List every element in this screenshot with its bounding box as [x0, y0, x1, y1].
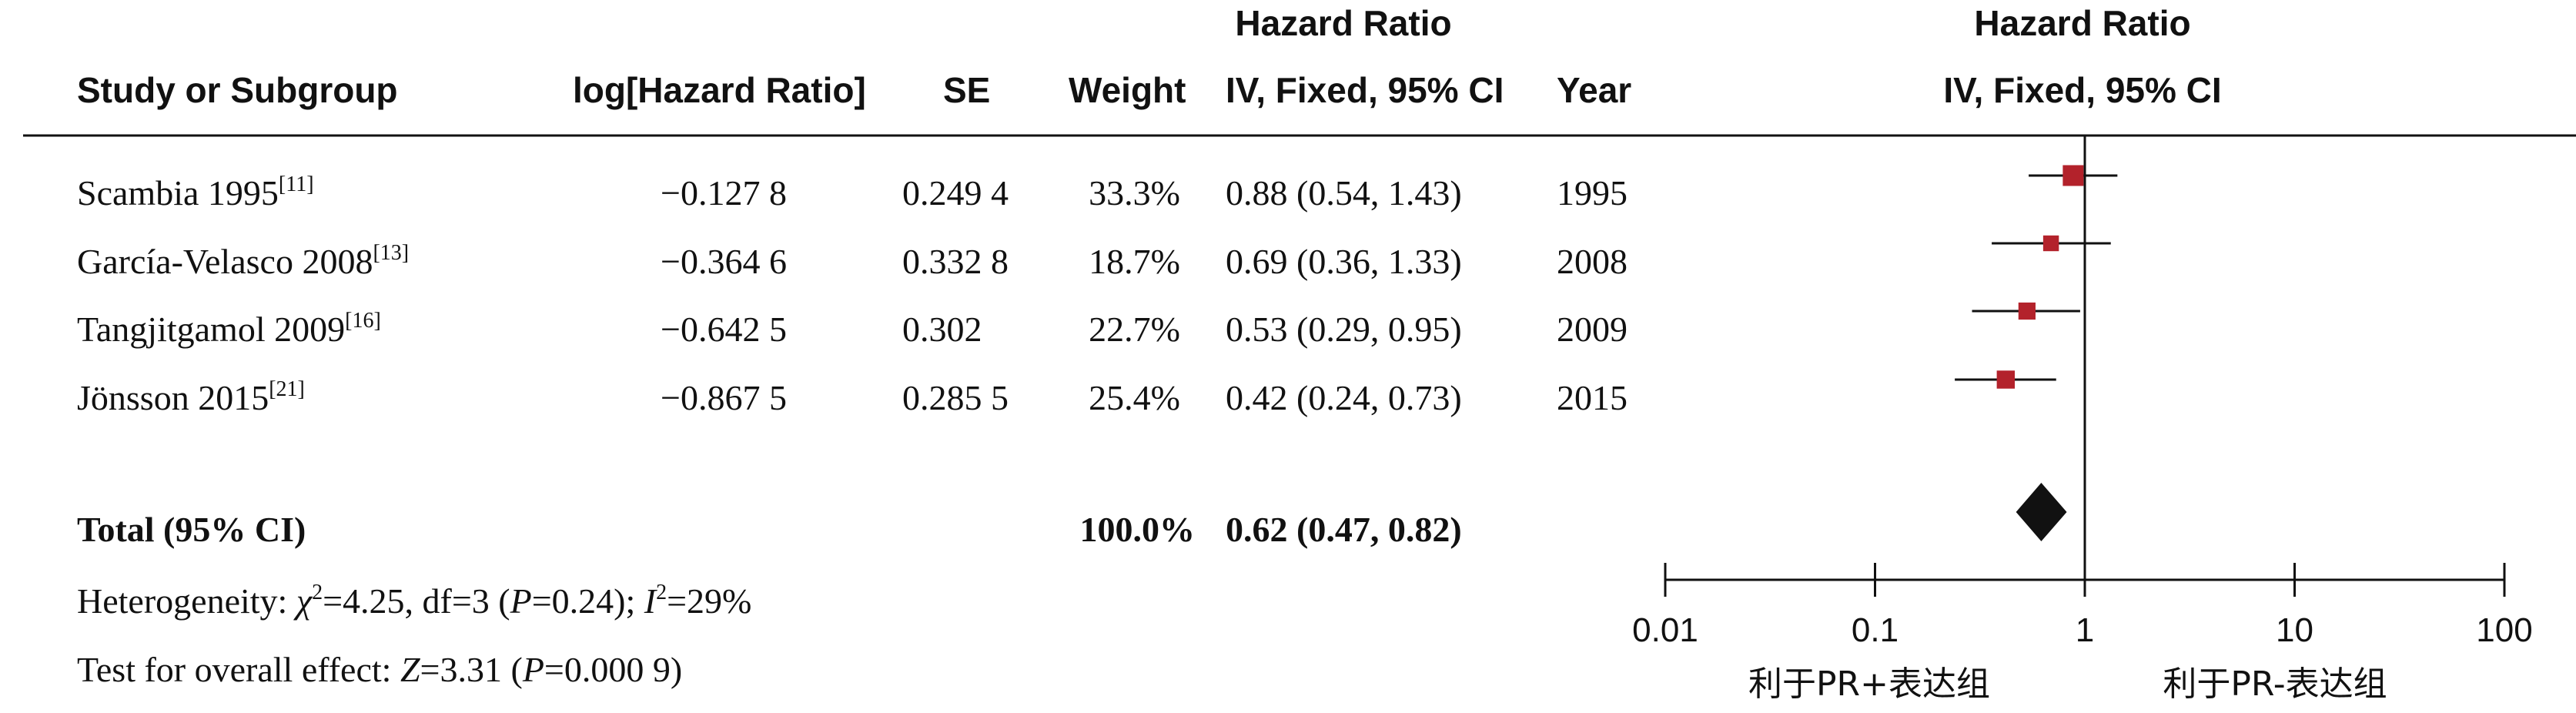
x-axis-tick-label: 0.01	[1632, 611, 1698, 649]
study-weight: 22.7%	[1089, 310, 1180, 349]
study-se: 0.302	[902, 310, 982, 349]
study-row: Tangjitgamol 2009[16] −0.642 5 0.302 22.…	[77, 309, 1628, 349]
forest-plot: 0.01 0.1 1 10 100	[1632, 136, 2533, 649]
x-axis-tick-label: 1	[2076, 611, 2094, 649]
header-plot-ci: IV, Fixed, 95% CI	[1943, 70, 2221, 110]
study-marker	[2042, 235, 2059, 252]
study-year: 2009	[1557, 310, 1628, 349]
header-hr-title: Hazard Ratio	[1235, 3, 1451, 43]
x-axis-tick-label: 100	[2476, 611, 2532, 649]
x-axis-tick-label: 0.1	[1852, 611, 1899, 649]
study-se: 0.285 5	[902, 378, 1009, 417]
header-weight: Weight	[1069, 70, 1186, 110]
study-row: Scambia 1995[11] −0.127 8 0.249 4 33.3% …	[77, 172, 1628, 213]
overall-effect-text: Test for overall effect: Z=3.31 (P=0.000…	[77, 650, 682, 689]
favours-right-label: 利于PR-表达组	[2163, 664, 2387, 704]
study-year: 1995	[1557, 173, 1628, 213]
study-se: 0.249 4	[902, 173, 1009, 213]
study-ci: 0.42 (0.24, 0.73)	[1226, 378, 1462, 417]
study-ci: 0.88 (0.54, 1.43)	[1226, 173, 1462, 213]
header-plot-title: Hazard Ratio	[1974, 3, 2190, 43]
x-axis-tick-label: 10	[2276, 611, 2313, 649]
study-year: 2015	[1557, 378, 1628, 417]
study-marker	[2062, 165, 2084, 186]
header-loghr: log[Hazard Ratio]	[573, 70, 866, 110]
total-ci: 0.62 (0.47, 0.82)	[1226, 510, 1462, 549]
study-loghr: −0.867 5	[661, 378, 787, 417]
study-row: García-Velasco 2008[13] −0.364 6 0.332 8…	[77, 241, 1628, 281]
study-se: 0.332 8	[902, 242, 1009, 281]
study-ci: 0.69 (0.36, 1.33)	[1226, 242, 1462, 281]
favours-left-label: 利于PR+表达组	[1748, 664, 1990, 704]
study-name: Jönsson 2015[21]	[77, 377, 305, 417]
study-weight: 18.7%	[1089, 242, 1180, 281]
header-se: SE	[943, 70, 990, 110]
total-weight: 100.0%	[1080, 510, 1196, 549]
study-loghr: −0.364 6	[661, 242, 787, 281]
total-diamond	[2016, 483, 2067, 541]
study-loghr: −0.127 8	[661, 173, 787, 213]
study-ci: 0.53 (0.29, 0.95)	[1226, 310, 1462, 349]
study-year: 2008	[1557, 242, 1628, 281]
study-row: Jönsson 2015[21] −0.867 5 0.285 5 25.4% …	[77, 377, 1628, 417]
study-name: Tangjitgamol 2009[16]	[77, 309, 381, 349]
header-hr-ci: IV, Fixed, 95% CI	[1226, 70, 1504, 110]
header-study: Study or Subgroup	[77, 70, 398, 110]
heterogeneity-text: Heterogeneity: χ2=4.25, df=3 (P=0.24); I…	[77, 581, 751, 621]
study-marker	[1996, 370, 2016, 389]
study-name: Scambia 1995[11]	[77, 172, 314, 213]
study-weight: 25.4%	[1089, 378, 1180, 417]
total-row: Total (95% CI) 100.0% 0.62 (0.47, 0.82)	[77, 510, 1462, 549]
total-label: Total (95% CI)	[77, 510, 306, 549]
study-loghr: −0.642 5	[661, 310, 787, 349]
header-year: Year	[1557, 70, 1631, 110]
study-marker	[2018, 302, 2036, 320]
study-name: García-Velasco 2008[13]	[77, 241, 409, 281]
study-weight: 33.3%	[1089, 173, 1180, 213]
